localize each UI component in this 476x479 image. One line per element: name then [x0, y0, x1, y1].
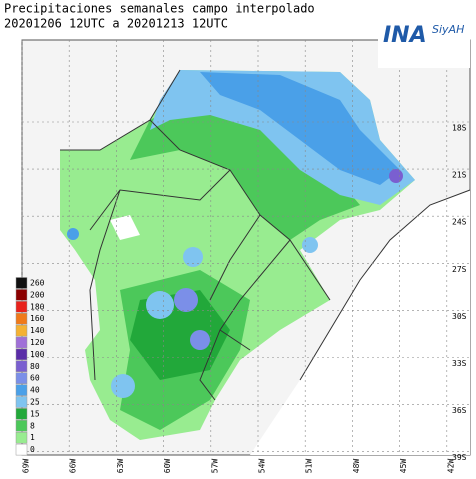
legend-label: 1 [30, 433, 35, 442]
legend-label: 200 [30, 290, 45, 299]
subtitle: 20201206 12UTC a 20201213 12UTC [4, 17, 228, 31]
legend-swatch [15, 408, 28, 420]
legend-swatch [15, 396, 28, 408]
lon-label: 69W [22, 459, 31, 474]
dry-area [110, 215, 140, 240]
lat-label: 39S [452, 453, 467, 462]
legend-swatch [15, 443, 28, 456]
lat-label: 36S [452, 406, 467, 415]
labels: 69W 66W 63W 60W 57W 54W 51W 48W 45W 42W 18S 21S 24S 2… [15, 124, 467, 474]
borders [60, 69, 471, 401]
lon-label: 54W [258, 459, 267, 474]
ocean [250, 190, 470, 455]
precipitation-field [60, 70, 415, 440]
lat-label: 33S [452, 359, 467, 368]
logo-box [378, 18, 470, 68]
lon-label: 60W [163, 459, 172, 474]
legend-label: 15 [30, 409, 40, 418]
lat-label: 21S [452, 171, 467, 180]
legend-swatch [15, 336, 28, 349]
logo: INA [383, 23, 427, 48]
hotspot [302, 237, 318, 253]
legend-swatch [15, 289, 28, 301]
hotspot [190, 330, 210, 350]
legend-label: 260 [30, 279, 45, 288]
legend-swatch [15, 431, 28, 444]
lat-label: 18S [452, 124, 467, 133]
hotspot [174, 288, 198, 312]
legend-swatch [15, 301, 28, 313]
legend-label: 180 [30, 302, 45, 311]
lon-label: 63W [116, 459, 125, 474]
legend-label: 0 [30, 445, 35, 454]
lon-label: 57W [210, 459, 219, 474]
hotspot [146, 291, 174, 319]
legend-swatch [15, 384, 28, 396]
legend-label: 100 [30, 350, 45, 359]
hotspot [183, 247, 203, 267]
legend-label: 25 [30, 398, 40, 407]
title: Precipitaciones semanales campo interpol… [4, 2, 315, 16]
lon-label: 42W [446, 459, 455, 474]
legend-swatch [15, 277, 28, 289]
legend-label: 8 [30, 421, 35, 430]
hotspot [111, 374, 135, 398]
legend-label: 140 [30, 326, 45, 335]
lat-label: 24S [452, 218, 467, 227]
zone-blue-dark [200, 72, 400, 185]
hotspot [389, 169, 403, 183]
lon-label: 51W [305, 459, 314, 474]
lon-label: 45W [399, 459, 408, 474]
lat-label: 30S [452, 312, 467, 321]
hotspot [67, 228, 79, 240]
legend-label: 160 [30, 314, 45, 323]
legend-label: 80 [30, 362, 40, 371]
logo-tagline: SiyAH [432, 23, 464, 36]
legend-swatch [15, 360, 28, 373]
legend-swatch [15, 420, 28, 432]
legend-swatch [15, 312, 28, 325]
legend-label: 60 [30, 374, 40, 383]
lon-label: 48W [352, 459, 361, 474]
legend-label: 120 [30, 338, 45, 347]
lat-label: 27S [452, 265, 467, 274]
legend-label: 40 [30, 386, 40, 395]
legend-swatch [15, 372, 28, 384]
legend-swatch [15, 348, 28, 361]
lon-label: 66W [69, 459, 78, 474]
legend-swatch [15, 324, 28, 337]
